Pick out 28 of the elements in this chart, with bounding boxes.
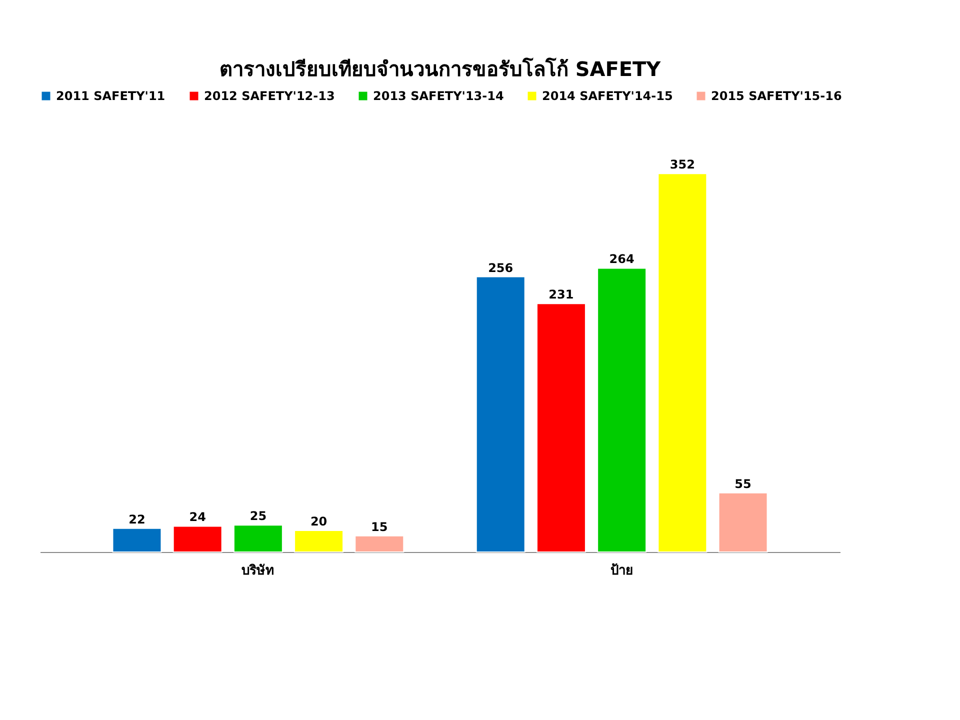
bar	[476, 276, 526, 552]
bar	[294, 530, 344, 552]
data-label: 22	[128, 512, 146, 526]
data-label: 25	[250, 509, 267, 524]
legend-label: 2012 SAFETY'12-13	[204, 89, 335, 103]
bar	[172, 526, 222, 552]
bar	[536, 303, 586, 552]
data-label: 264	[609, 252, 634, 266]
bar	[597, 268, 647, 552]
bar	[112, 528, 162, 552]
data-label: 231	[548, 288, 574, 302]
bar	[354, 535, 404, 552]
legend-label: 2014 SAFETY'14-15	[542, 89, 673, 103]
legend-label: 2015 SAFETY'15-16	[711, 89, 842, 103]
legend-label: 2013 SAFETY'13-14	[373, 89, 504, 103]
bar	[233, 524, 283, 552]
data-label: 15	[371, 520, 388, 534]
legend-label: 2011 SAFETY'11	[56, 89, 166, 103]
chart-title: ตารางเปรียบเทียบจำนวนการขอรับโลโก้ SAFETY	[219, 57, 662, 81]
bar	[718, 492, 768, 552]
data-label: 352	[670, 158, 695, 172]
bar	[658, 173, 708, 552]
data-label: 20	[310, 514, 328, 528]
x-tick-label: บริษัท	[242, 564, 275, 578]
x-tick-label: ป้าย	[610, 562, 634, 578]
data-label: 24	[189, 510, 206, 524]
data-label: 55	[734, 476, 752, 491]
data-label: 256	[488, 260, 514, 275]
